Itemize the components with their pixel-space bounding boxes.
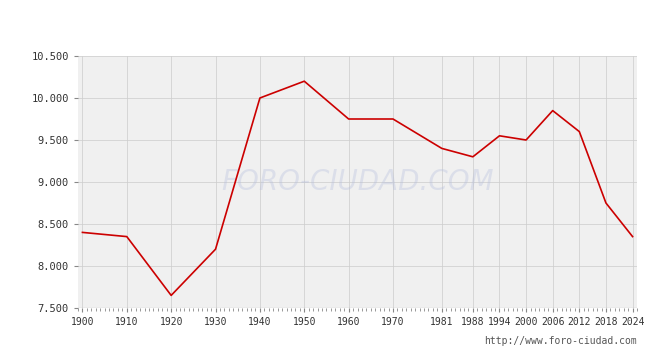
Text: FORO-CIUDAD.COM: FORO-CIUDAD.COM (221, 168, 494, 196)
Text: http://www.foro-ciudad.com: http://www.foro-ciudad.com (484, 336, 637, 346)
Text: Toro (Municipio) - Evolucion del numero de Habitantes: Toro (Municipio) - Evolucion del numero … (83, 17, 567, 32)
